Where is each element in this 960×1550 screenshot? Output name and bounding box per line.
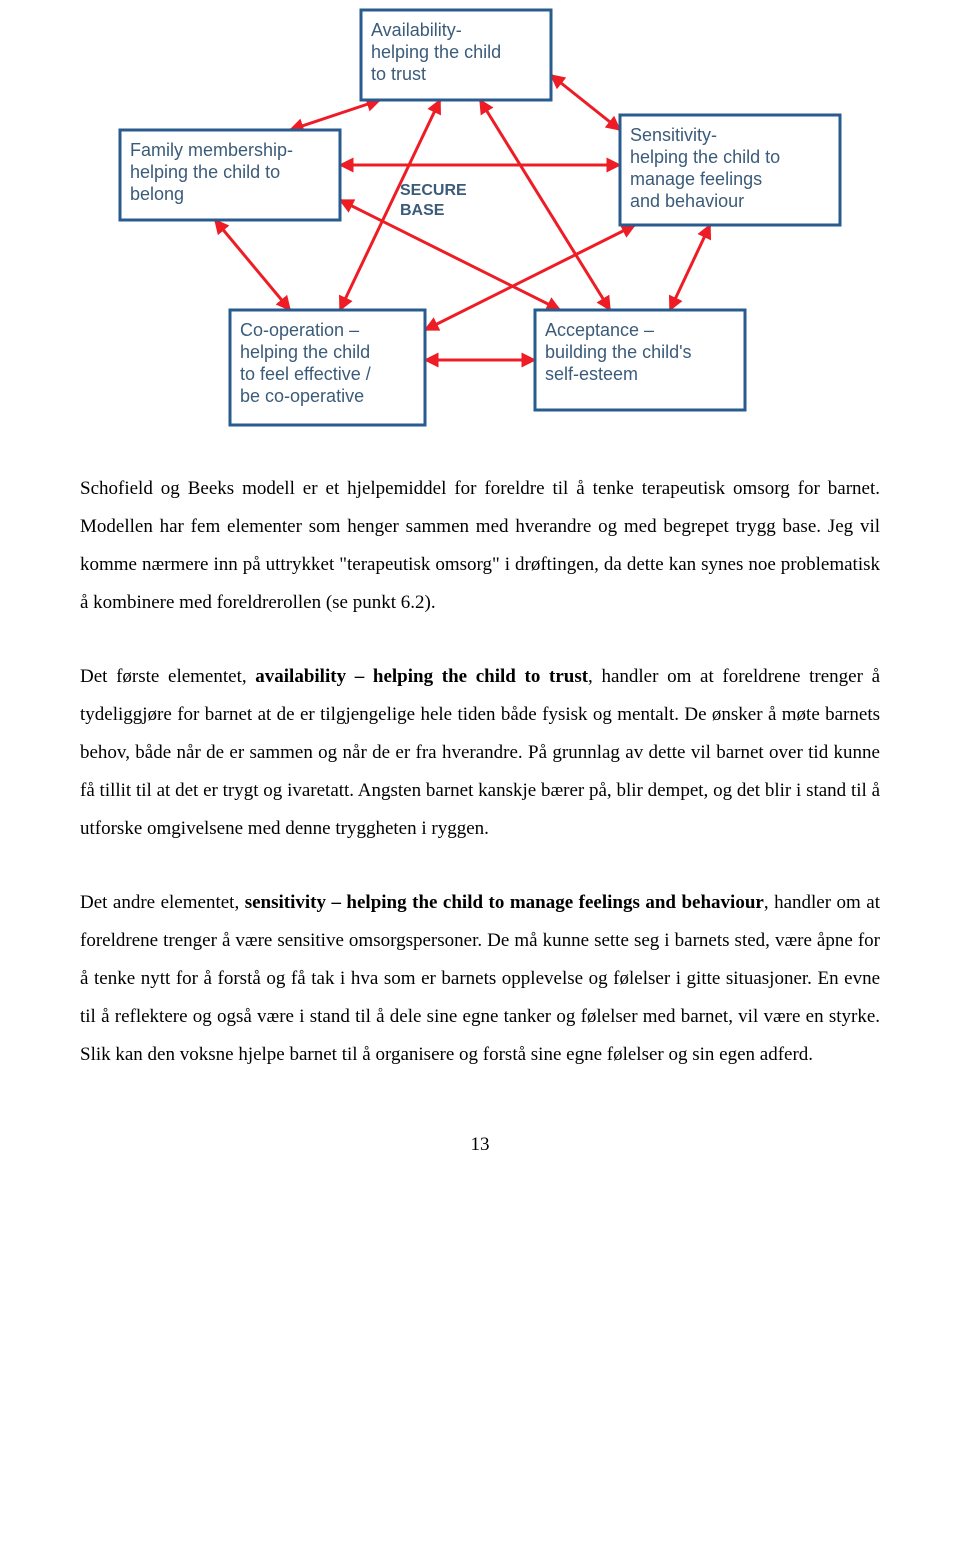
paragraph-intro: Schofield og Beeks modell er et hjelpemi… [80, 470, 880, 622]
diagram-node-text: Acceptance – [545, 320, 654, 340]
diagram-edge [670, 225, 710, 310]
diagram-node-text: helping the child to [630, 147, 780, 167]
diagram-center-label: SECURE [400, 182, 467, 199]
diagram-node-text: self-esteem [545, 364, 638, 384]
diagram-center-label: BASE [400, 202, 445, 219]
secure-base-diagram: SECURE BASE Availability-helping the child… [80, 0, 880, 450]
diagram-node-text: be co-operative [240, 386, 364, 406]
diagram-node-text: helping the child to [130, 162, 280, 182]
diagram-node-availability: Availability-helping the childto trust [361, 10, 551, 100]
p3-rest: , handler om at foreldrene trenger å vær… [80, 892, 880, 1065]
diagram-node-text: and behaviour [630, 191, 744, 211]
diagram-node-family: Family membership-helping the child tobe… [120, 130, 340, 220]
diagram-edge [290, 100, 380, 130]
diagram-node-acceptance: Acceptance –building the child'sself-est… [535, 310, 745, 410]
p2-bold: availability – helping the child to trus… [255, 666, 588, 687]
p2-lead: Det første elementet, [80, 666, 255, 687]
diagram-edge [340, 200, 560, 310]
diagram-node-text: helping the child [371, 42, 501, 62]
p2-rest: , handler om at foreldrene trenger å tyd… [80, 666, 880, 839]
paragraph-availability: Det første elementet, availability – hel… [80, 658, 880, 848]
diagram-node-text: belong [130, 184, 184, 204]
diagram-node-text: manage feelings [630, 169, 762, 189]
diagram-node-text: helping the child [240, 342, 370, 362]
paragraph-intro-text: Schofield og Beeks modell er et hjelpemi… [80, 478, 880, 613]
diagram-node-text: Sensitivity- [630, 125, 717, 145]
diagram-node-text: Co-operation – [240, 320, 359, 340]
diagram-node-sensitivity: Sensitivity-helping the child tomanage f… [620, 115, 840, 225]
p3-lead: Det andre elementet, [80, 892, 245, 913]
diagram-node-text: Family membership- [130, 140, 293, 160]
paragraph-sensitivity: Det andre elementet, sensitivity – helpi… [80, 884, 880, 1074]
p3-bold: sensitivity – helping the child to manag… [245, 892, 764, 913]
diagram-node-text: to trust [371, 64, 426, 84]
diagram-edge [551, 75, 620, 130]
page-number: 13 [80, 1134, 880, 1156]
diagram-node-text: building the child's [545, 342, 692, 362]
diagram-edge [215, 220, 290, 310]
diagram-node-text: Availability- [371, 20, 462, 40]
diagram-node-cooperation: Co-operation –helping the childto feel e… [230, 310, 425, 425]
diagram-node-text: to feel effective / [240, 364, 371, 384]
